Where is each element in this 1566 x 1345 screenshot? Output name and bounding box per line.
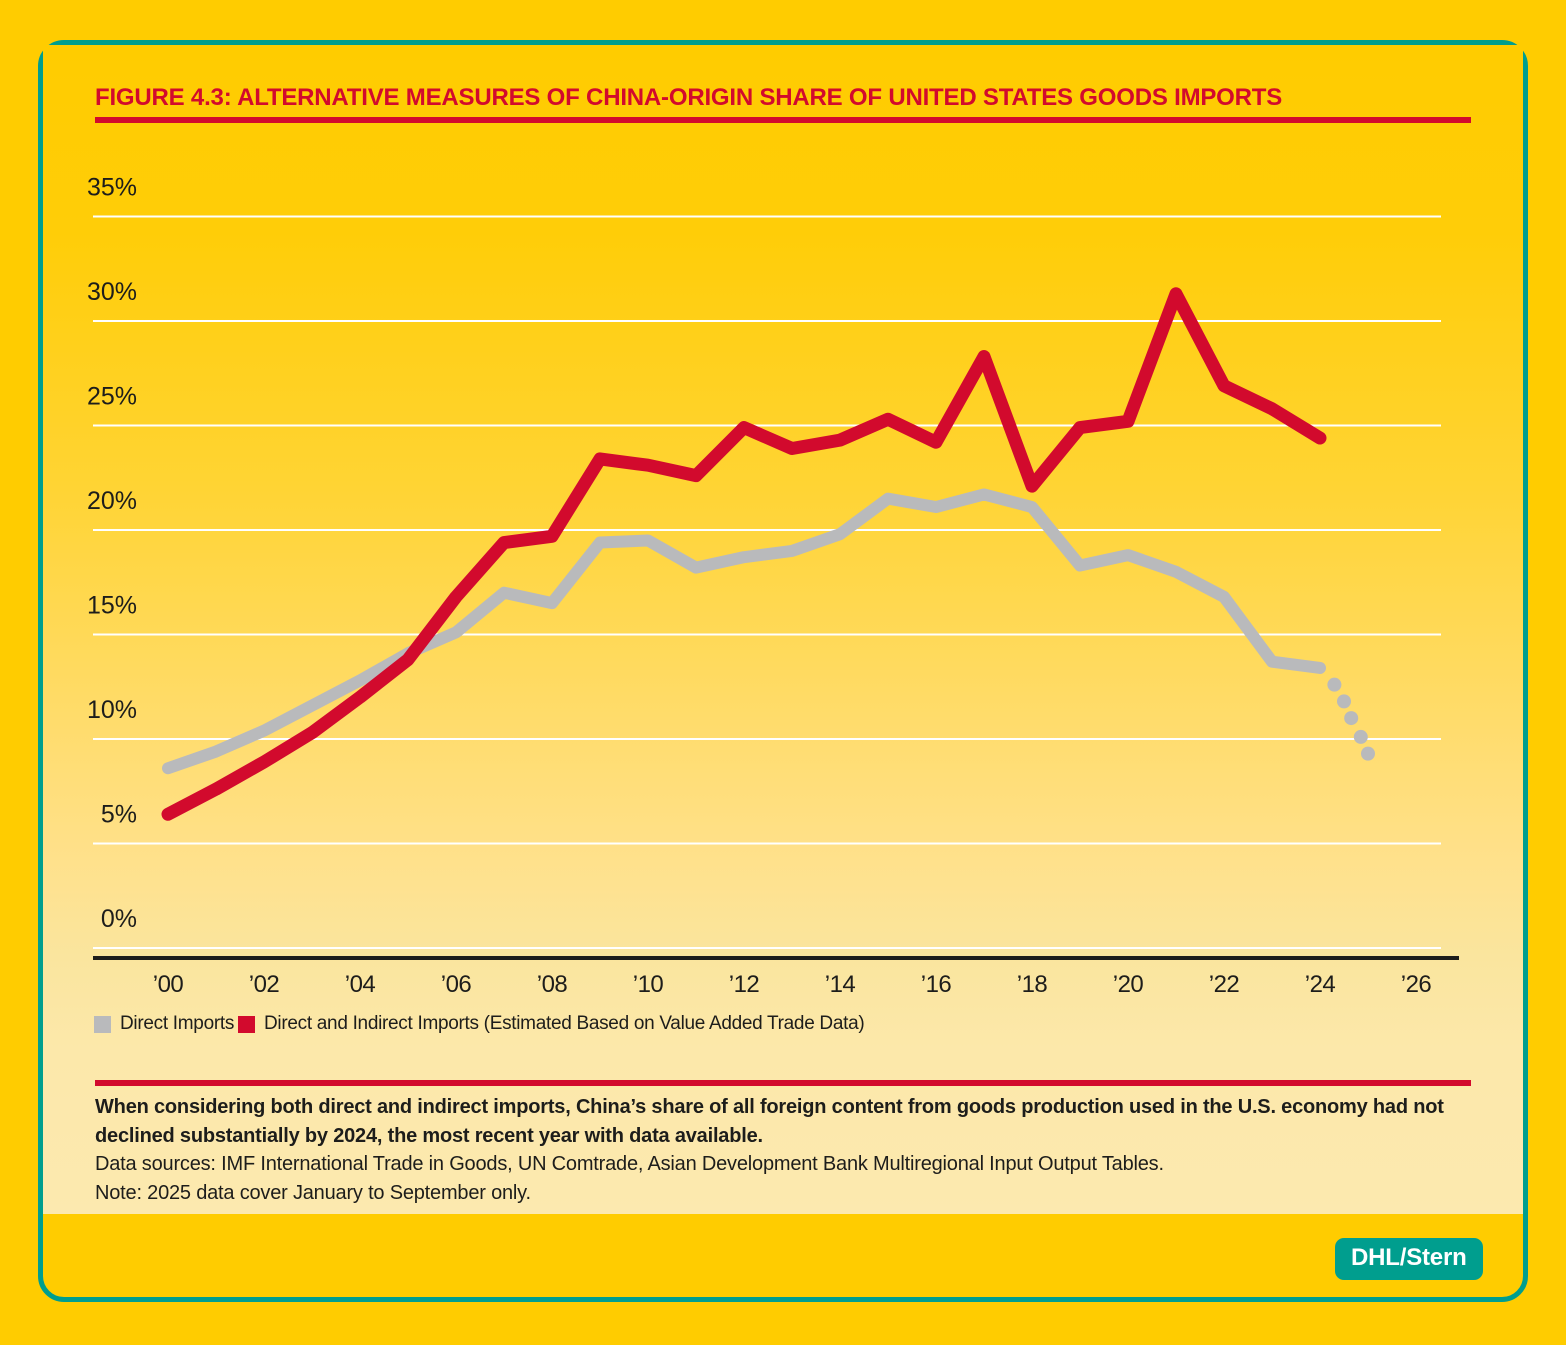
chart-panel-background <box>43 45 1523 1214</box>
y-tick-label: 10% <box>87 696 137 724</box>
figure-title: FIGURE 4.3: ALTERNATIVE MEASURES OF CHIN… <box>95 84 1283 111</box>
y-tick-label: 15% <box>87 592 137 620</box>
x-tick-label: ’06 <box>441 971 472 998</box>
x-tick-label: ’22 <box>1209 971 1240 998</box>
y-tick-label: 35% <box>87 174 137 202</box>
x-tick-label: ’02 <box>249 971 280 998</box>
footer-takeaway: When considering both direct and indirec… <box>95 1096 1444 1147</box>
footer-rule <box>95 1080 1471 1086</box>
projection-dot <box>1344 711 1359 726</box>
card-border <box>38 40 1528 1302</box>
legend-item-direct-imports: Direct Imports <box>94 1013 234 1035</box>
series-lines <box>161 287 1327 821</box>
x-tick-label: ’26 <box>1401 971 1432 998</box>
x-tick-label: ’16 <box>921 971 952 998</box>
legend-label-direct-indirect-imports: Direct and Indirect Imports (Estimated B… <box>264 1013 865 1034</box>
y-tick-label: 30% <box>87 278 137 306</box>
projection-dot <box>1353 729 1368 744</box>
projection-dot <box>1337 694 1351 709</box>
x-tick-label: ’20 <box>1113 971 1144 998</box>
direct-imports-projection-dots <box>1327 677 1375 761</box>
y-tick-label: 5% <box>101 801 137 829</box>
footer-data-sources: Data sources: IMF International Trade in… <box>95 1153 1164 1176</box>
x-tick-label: ’24 <box>1305 971 1336 998</box>
x-tick-label: ’00 <box>153 971 184 998</box>
title-rule <box>95 117 1471 123</box>
dhl-stern-badge: DHL/Stern <box>1335 1238 1483 1280</box>
legend-swatch-direct-imports <box>94 1015 111 1033</box>
y-tick-label: 25% <box>87 383 137 411</box>
legend-item-direct-indirect-imports: Direct and Indirect Imports (Estimated B… <box>238 1013 865 1035</box>
projection-dot <box>1327 677 1342 692</box>
series-direct-imports-line <box>162 488 1326 775</box>
x-tick-label: ’04 <box>345 971 376 998</box>
y-tick-labels: 35% 30% 25% 20% 15% 10% 5% 0% <box>87 174 137 934</box>
projection-dot <box>1361 746 1375 761</box>
y-tick-label: 20% <box>87 487 137 515</box>
series-direct-indirect-line <box>161 287 1327 821</box>
x-tick-label: ’14 <box>825 971 856 998</box>
x-tick-labels: ’00 ’02 ’04 ’06 ’08 ’10 ’12 ’14 ’16 ’18 ’20 ’22 ’24 ’… <box>153 971 1432 998</box>
x-tick-label: ’18 <box>1017 971 1048 998</box>
x-tick-label: ’10 <box>633 971 664 998</box>
x-tick-label: ’08 <box>537 971 568 998</box>
y-gridlines <box>93 215 1441 949</box>
legend-label-direct-imports: Direct Imports <box>120 1013 235 1034</box>
footer-note: Note: 2025 data cover January to Septemb… <box>95 1181 531 1204</box>
legend-swatch-direct-indirect-imports <box>238 1015 255 1033</box>
footer: When considering both direct and indirec… <box>95 1093 1477 1207</box>
x-tick-label: ’12 <box>729 971 760 998</box>
y-tick-label: 0% <box>101 905 137 933</box>
